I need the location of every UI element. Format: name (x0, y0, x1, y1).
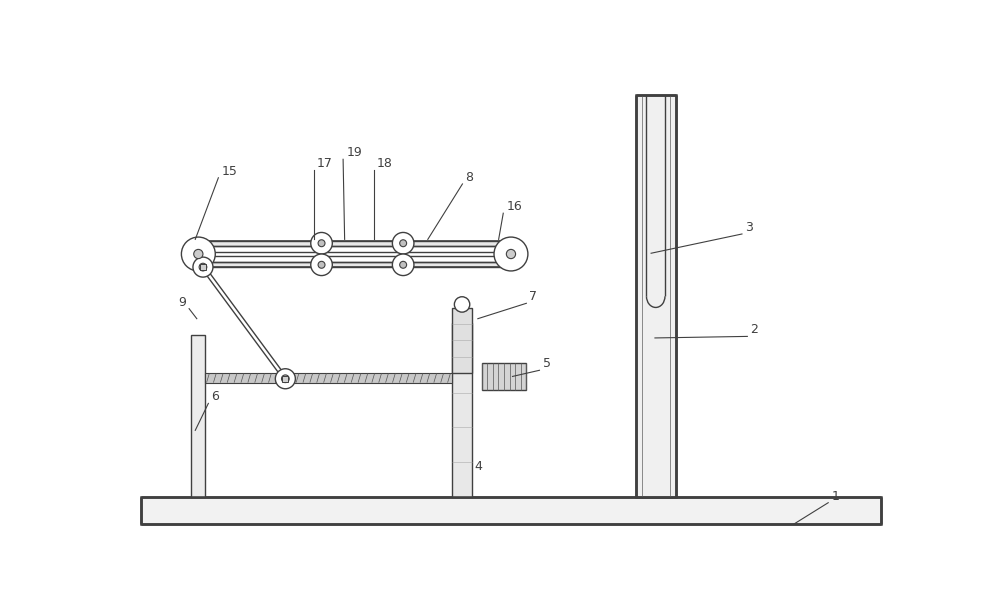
Bar (452, 308, 472, 373)
Bar (636, 95, 676, 496)
Circle shape (400, 240, 407, 247)
Text: 17: 17 (317, 157, 333, 170)
Circle shape (454, 297, 470, 312)
Bar (198, 241, 511, 246)
Circle shape (494, 237, 528, 271)
Bar (205, 373, 452, 383)
Text: 8: 8 (466, 171, 474, 184)
Circle shape (400, 261, 407, 268)
Bar (282, 375, 288, 382)
Circle shape (311, 254, 332, 275)
Circle shape (506, 249, 516, 259)
Text: 15: 15 (221, 164, 237, 178)
Text: 4: 4 (474, 461, 482, 473)
Text: 16: 16 (506, 200, 522, 213)
Bar (482, 362, 526, 390)
Bar (452, 323, 472, 496)
Circle shape (311, 232, 332, 254)
Text: 9: 9 (178, 296, 186, 309)
Text: 18: 18 (377, 157, 393, 170)
Text: 5: 5 (543, 357, 551, 370)
Circle shape (392, 254, 414, 275)
Circle shape (318, 261, 325, 268)
Circle shape (194, 249, 203, 259)
Bar (200, 264, 206, 270)
Text: 6: 6 (211, 390, 219, 403)
Circle shape (318, 240, 325, 247)
Text: 19: 19 (346, 146, 362, 159)
Circle shape (181, 237, 215, 271)
Text: 2: 2 (750, 324, 758, 336)
Circle shape (392, 232, 414, 254)
Text: 7: 7 (529, 290, 537, 303)
Circle shape (199, 263, 207, 271)
Bar (198, 262, 511, 267)
Circle shape (282, 375, 289, 383)
Text: 3: 3 (745, 221, 753, 234)
Circle shape (275, 369, 295, 389)
Circle shape (193, 257, 213, 277)
Bar (141, 496, 881, 524)
Text: 1: 1 (831, 490, 839, 502)
Bar (191, 335, 205, 496)
